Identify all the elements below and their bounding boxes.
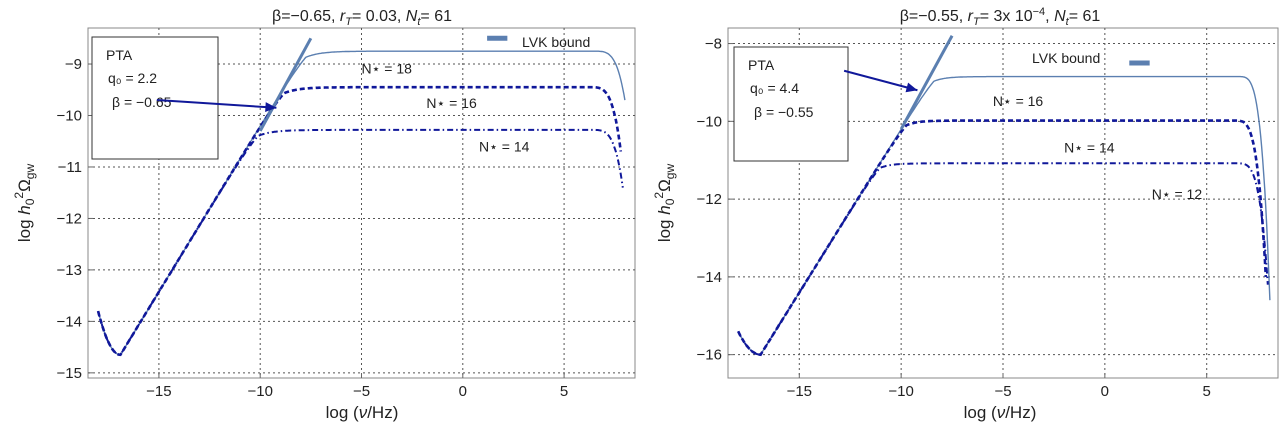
chart-title: β=−0.55, rT= 3x 10−4, Nt= 61 bbox=[900, 6, 1101, 28]
series-label: N⋆ = 14 bbox=[479, 139, 530, 155]
chart-panel-2: −15 −10 −5 0 5 −16 −14 −12 −10 −8 β=−0.55, rT= 3x … bbox=[652, 6, 1279, 422]
lvk-bound-label: LVK bound bbox=[1032, 50, 1100, 66]
y-axis-label: log h02Ωgw bbox=[652, 164, 677, 243]
pta-arrow bbox=[843, 69, 918, 92]
pta-sensitivity-line bbox=[258, 37, 313, 132]
pta-sensitivity-line bbox=[899, 35, 954, 130]
x-tick-label: −5 bbox=[994, 383, 1011, 400]
x-tick-label: −5 bbox=[353, 383, 370, 400]
pta-box-q0: q₀ = 4.4 bbox=[750, 80, 799, 96]
y-tick-label: −9 bbox=[65, 56, 82, 73]
y-tick-label: −14 bbox=[697, 269, 722, 286]
series-line-3 bbox=[737, 162, 1269, 356]
x-tick-label: 0 bbox=[1101, 383, 1109, 400]
pta-arrow-head bbox=[265, 102, 277, 113]
pta-arrow bbox=[156, 99, 277, 109]
series-label: N⋆ = 12 bbox=[1152, 186, 1203, 202]
x-axis-label: log (ν/Hz) bbox=[964, 403, 1037, 422]
x-tick-label: 0 bbox=[459, 383, 467, 400]
x-tick-label: 5 bbox=[1203, 383, 1211, 400]
series-line-1 bbox=[737, 75, 1271, 356]
pta-box-beta: β = −0.55 bbox=[754, 104, 814, 120]
lvk-bound-label: LVK bound bbox=[522, 34, 590, 50]
x-tick-label: −10 bbox=[888, 383, 913, 400]
y-tick-label: −12 bbox=[697, 191, 722, 208]
series-line-2 bbox=[96, 85, 623, 357]
pta-info-box bbox=[733, 46, 849, 162]
x-tick-label: −15 bbox=[146, 383, 171, 400]
pta-box-q0: q₀ = 2.2 bbox=[108, 70, 157, 86]
y-tick-label: −12 bbox=[57, 210, 82, 227]
y-tick-label: −16 bbox=[697, 347, 722, 364]
series-line-2 bbox=[737, 119, 1268, 357]
series-line-3 bbox=[97, 128, 624, 356]
x-tick-label: 5 bbox=[560, 383, 568, 400]
y-tick-label: −10 bbox=[697, 113, 722, 130]
pta-box-title: PTA bbox=[106, 47, 133, 63]
series-label: N⋆ = 16 bbox=[993, 93, 1044, 109]
pta-info-box bbox=[91, 36, 219, 160]
chart-panel-1: −15 −10 −5 0 5 −15 −14 −13 −12 −11 −10 −9 β=−0.65, r… bbox=[12, 8, 636, 422]
pta-box-beta: β = −0.65 bbox=[112, 94, 172, 110]
chart-title: β=−0.65, rT= 0.03, Nt= 61 bbox=[272, 8, 452, 28]
pta-arrow-head bbox=[905, 82, 918, 93]
x-tick-label: −10 bbox=[247, 383, 272, 400]
y-tick-label: −14 bbox=[57, 313, 82, 330]
x-axis-label: log (ν/Hz) bbox=[326, 403, 399, 422]
pta-box-title: PTA bbox=[748, 57, 775, 73]
y-tick-label: −11 bbox=[58, 159, 82, 176]
y-tick-label: −10 bbox=[57, 108, 82, 125]
series-label: N⋆ = 14 bbox=[1064, 139, 1115, 155]
y-axis-label: log h02Ωgw bbox=[12, 164, 37, 243]
series-label: N⋆ = 18 bbox=[362, 60, 413, 76]
series-label: N⋆ = 16 bbox=[426, 95, 477, 111]
y-tick-label: −13 bbox=[57, 262, 82, 279]
x-tick-label: −15 bbox=[787, 383, 812, 400]
y-tick-label: −15 bbox=[57, 365, 82, 382]
y-tick-label: −8 bbox=[705, 36, 722, 53]
